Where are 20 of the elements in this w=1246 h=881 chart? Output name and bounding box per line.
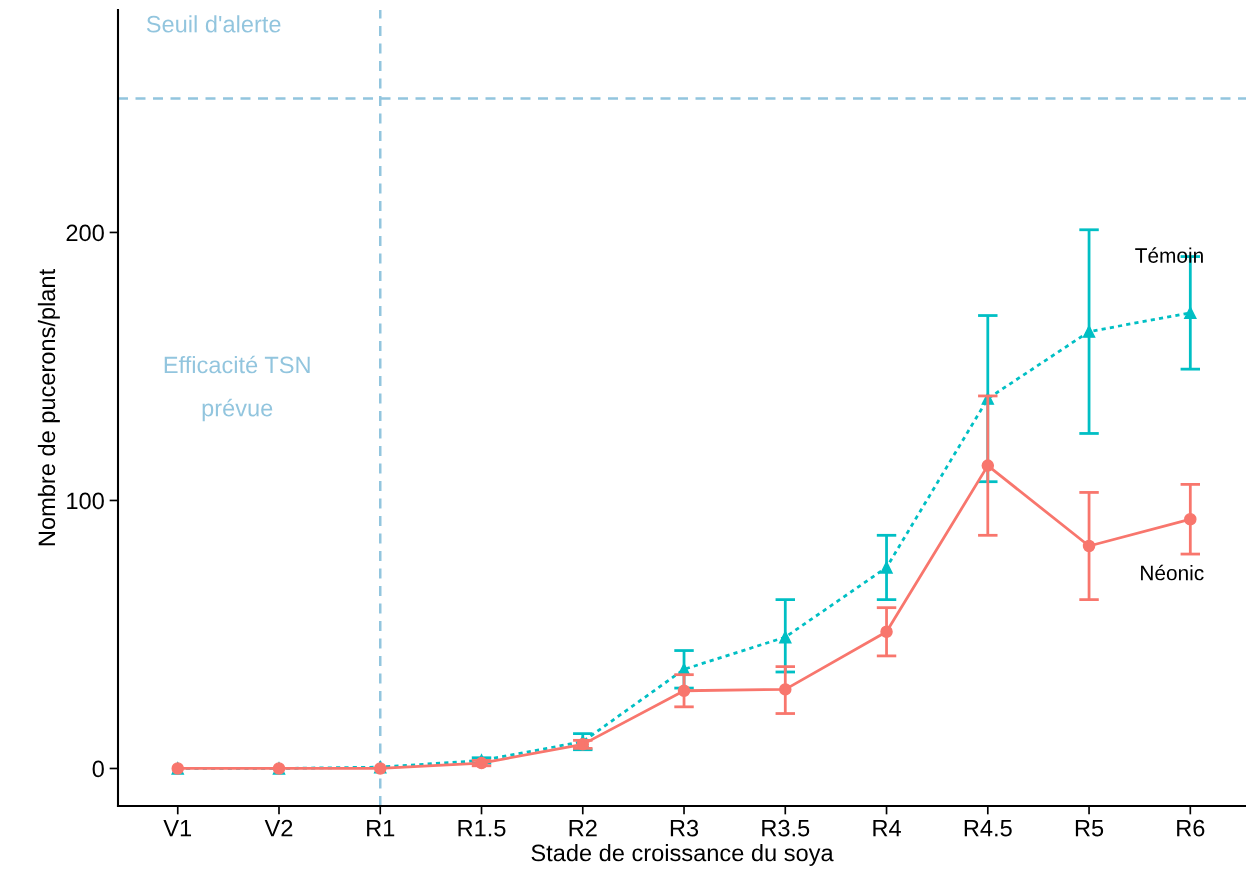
y-tick-label: 0 xyxy=(92,760,104,778)
x-axis-title: Stade de croissance du soya xyxy=(531,843,834,866)
x-tick-label: V2 xyxy=(264,819,293,837)
x-tick-label: R3 xyxy=(670,819,699,837)
x-tick-label: R6 xyxy=(1177,819,1205,837)
ref-line-label: Efficacité TSN prévue xyxy=(164,355,310,422)
text: Témoin xyxy=(1135,247,1203,263)
y-axis-title: Nombre de pucerons/plant xyxy=(37,269,60,546)
x-tick-label: R4 xyxy=(873,820,901,837)
x-tick-label: R1 xyxy=(367,820,395,837)
x-tick-label: R1.5 xyxy=(458,820,506,837)
series-label: Néonic xyxy=(1141,564,1204,581)
y-tick-label: 100 xyxy=(67,492,104,510)
x-tick-label: V1 xyxy=(163,820,192,837)
x-tick-label: R4.5 xyxy=(964,820,1012,837)
x-tick-label: R3.5 xyxy=(762,819,810,837)
x-tick-label: R5 xyxy=(1075,820,1104,837)
x-tick-label: R2 xyxy=(569,819,597,837)
y-tick-label: 200 xyxy=(66,224,104,242)
ref-line-label: Seuil d'alerte xyxy=(146,15,281,33)
